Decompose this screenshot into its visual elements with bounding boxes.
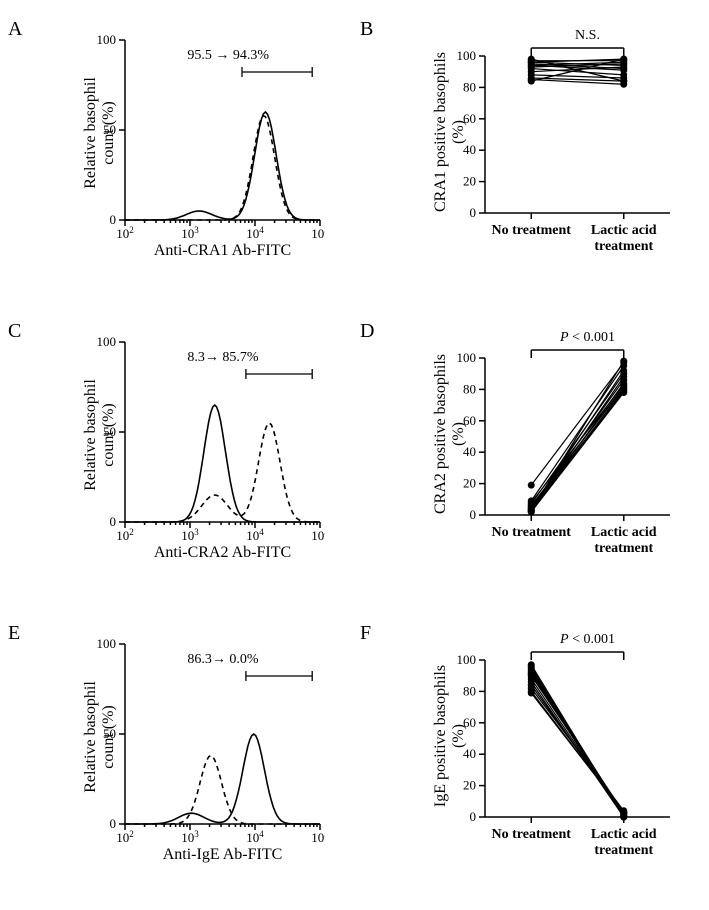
svg-text:104: 104 [246,225,264,241]
y-axis-label: Relative basophilcount (%) [82,365,118,505]
significance-label: P < 0.001 [548,330,628,346]
y-axis-label: CRA2 positive basophils(%) [432,344,468,524]
svg-text:100: 100 [97,32,117,47]
y-axis-label: Relative basophilcount (%) [82,667,118,807]
category-label: Lactic acid treatment [564,525,684,557]
y-axis-label: IgE positive basophils(%) [432,646,468,826]
panel-label-C: C [8,320,21,343]
svg-text:105: 105 [311,829,325,845]
svg-text:103: 103 [181,225,199,241]
svg-text:0: 0 [470,205,477,220]
svg-text:100: 100 [97,636,117,651]
significance-label: N.S. [548,28,628,44]
svg-text:102: 102 [116,829,134,845]
panel-label-D: D [360,320,374,343]
svg-text:100: 100 [97,334,117,349]
panel-label-F: F [360,622,371,645]
gate-annotation: 8.3→ 85.7% [187,350,258,366]
panel-label-E: E [8,622,20,645]
svg-text:102: 102 [116,225,134,241]
svg-text:0: 0 [470,809,477,824]
svg-text:104: 104 [246,829,264,845]
y-axis-label: Relative basophilcount (%) [82,63,118,203]
gate-annotation: 95.5 → 94.3% [187,48,269,64]
svg-text:103: 103 [181,527,199,543]
x-axis-label: Anti-IgE Ab-FITC [125,846,320,864]
significance-label: P < 0.001 [548,632,628,648]
panel-label-B: B [360,18,373,41]
svg-text:102: 102 [116,527,134,543]
svg-text:105: 105 [311,225,325,241]
svg-text:105: 105 [311,527,325,543]
svg-text:0: 0 [110,816,117,831]
svg-text:104: 104 [246,527,264,543]
panel-label-A: A [8,18,22,41]
x-axis-label: Anti-CRA1 Ab-FITC [125,242,320,260]
svg-text:0: 0 [470,507,477,522]
category-label: Lactic acid treatment [564,223,684,255]
x-axis-label: Anti-CRA2 Ab-FITC [125,544,320,562]
svg-text:103: 103 [181,829,199,845]
svg-text:0: 0 [110,514,117,529]
gate-annotation: 86.3→ 0.0% [187,652,258,668]
category-label: Lactic acid treatment [564,827,684,859]
svg-text:0: 0 [110,212,117,227]
y-axis-label: CRA1 positive basophils(%) [432,42,468,222]
